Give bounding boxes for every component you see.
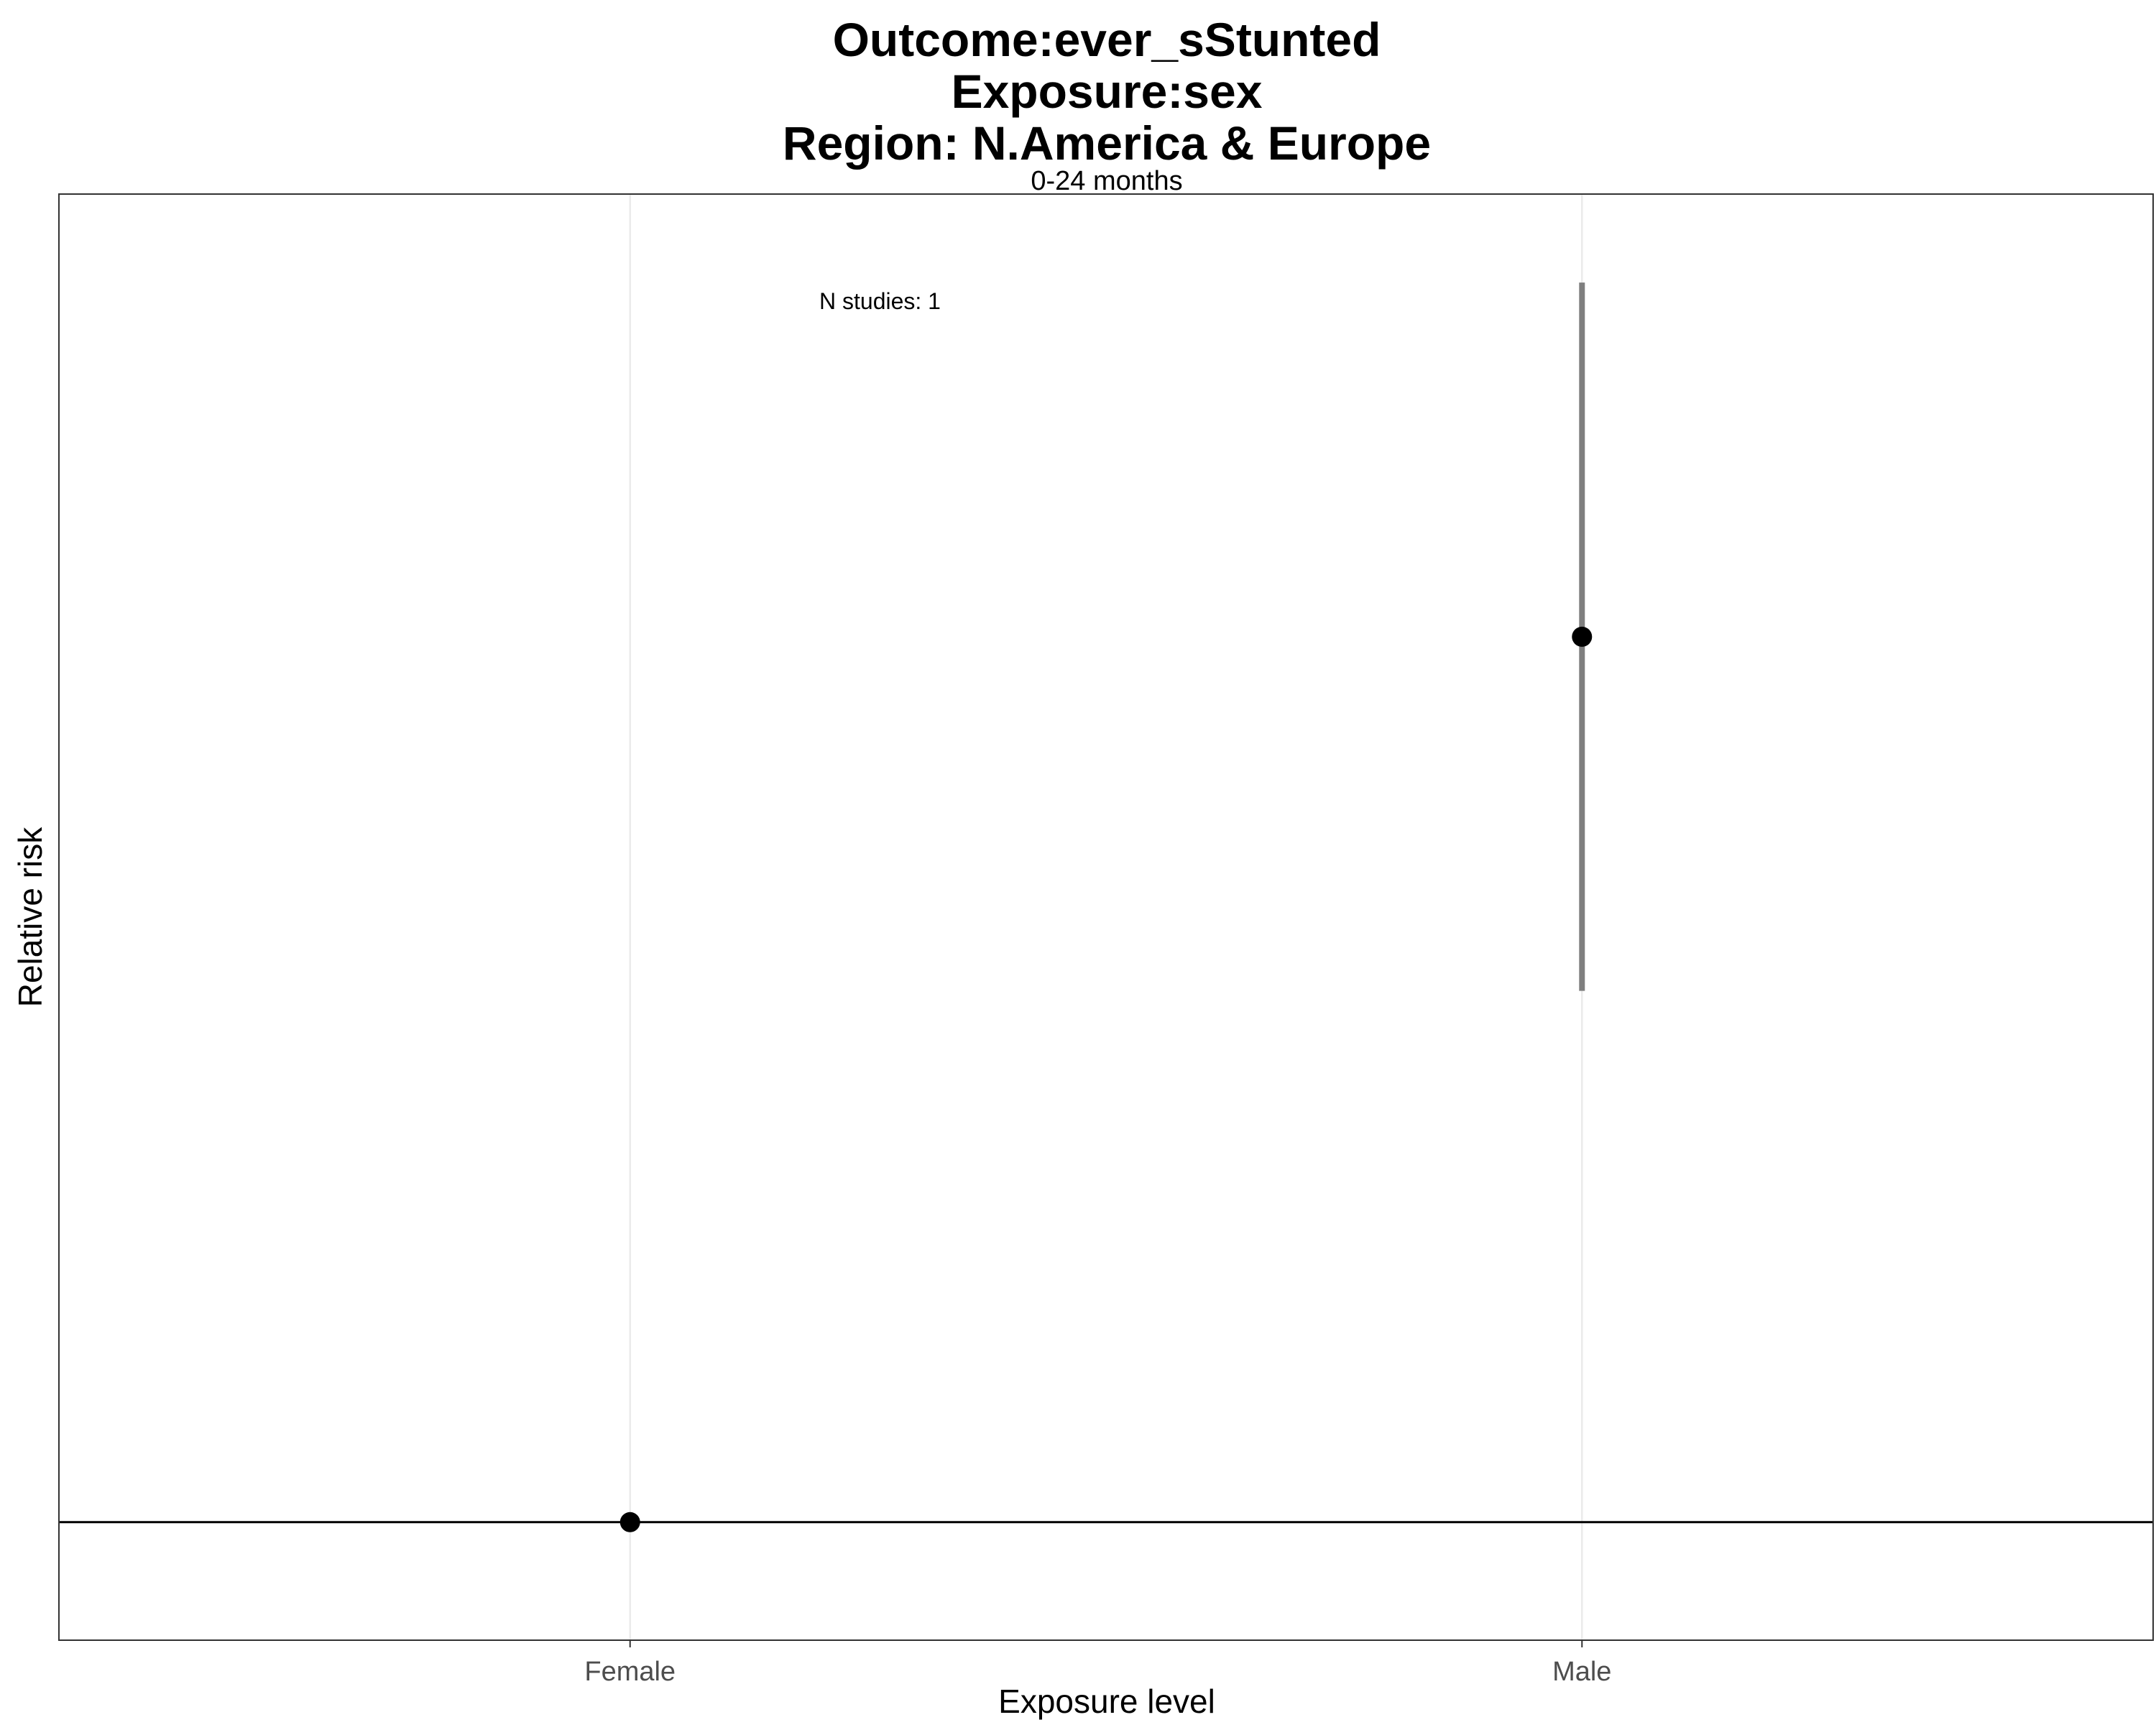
- x-tick-label-female: Female: [584, 1657, 676, 1687]
- x-axis-title: Exposure level: [998, 1683, 1215, 1720]
- n-studies-annotation: N studies: 1: [819, 288, 941, 314]
- facet-label: 0-24 months: [1031, 166, 1182, 196]
- title-line-2: Exposure:sex: [952, 65, 1263, 118]
- title-line-1: Outcome:ever_sStunted: [833, 13, 1381, 66]
- chart-title: Outcome:ever_sStunted Exposure:sex Regio…: [783, 13, 1431, 170]
- panel-background: [59, 194, 2153, 1640]
- title-line-3: Region: N.America & Europe: [783, 116, 1431, 170]
- panel-border: [58, 193, 2154, 1641]
- data-points: [619, 626, 1593, 1532]
- x-axis-ticks: Female Male: [584, 1640, 1611, 1687]
- x-tick-label-male: Male: [1552, 1657, 1611, 1687]
- point-female: [619, 1512, 640, 1532]
- point-male: [1572, 626, 1593, 647]
- y-axis-title: Relative risk: [11, 827, 49, 1008]
